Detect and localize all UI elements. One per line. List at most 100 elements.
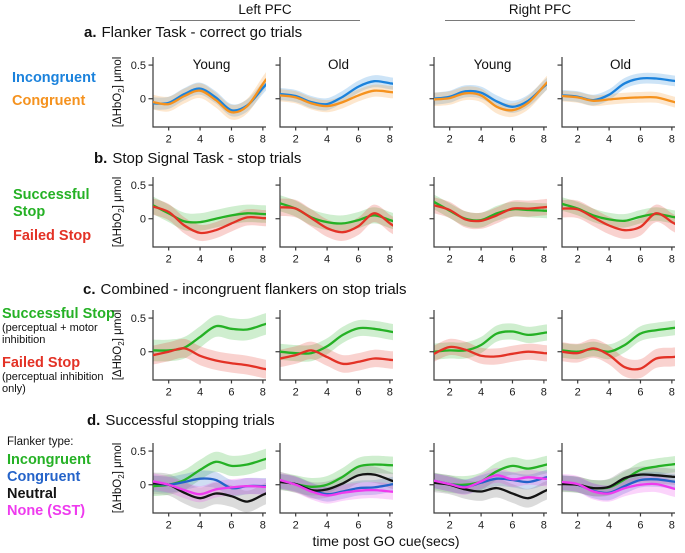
failed-stop-line (153, 205, 266, 235)
age-group-label: Old (610, 57, 631, 72)
x-tick-label: 6 (509, 254, 515, 266)
axes-spines (279, 177, 393, 248)
failed-stop-line (280, 349, 393, 366)
x-tick-label: 4 (606, 387, 612, 399)
chart-panel-b-right-pfc-young: 2 4 6 8 (429, 177, 547, 266)
axes-spines (561, 57, 675, 128)
x-tick-label: 6 (637, 387, 643, 399)
x-tick-label: 8 (260, 134, 266, 146)
chart-panel-b-left-pfc-old: 2 4 6 8 (275, 177, 393, 266)
x-tick-label: 8 (541, 520, 547, 532)
x-tick-label: 8 (669, 254, 675, 266)
chart-panel-c-right-pfc-young: 2 4 6 8 (429, 310, 547, 399)
x-tick-label: 6 (637, 254, 643, 266)
failed-stop-line (434, 204, 547, 223)
x-tick-label: 4 (197, 254, 203, 266)
x-tick-label: 2 (575, 254, 581, 266)
legend-item-flanker-none-sst: None (SST) (7, 503, 86, 519)
failed-stop-line (153, 347, 266, 371)
x-tick-label: 8 (260, 254, 266, 266)
x-tick-label: 8 (669, 387, 675, 399)
row-title-a-text: Flanker Task - correct go trials (101, 24, 303, 41)
legend-header-flanker-type: Flanker type: (7, 436, 74, 448)
age-group-label: Young (474, 57, 512, 72)
x-tick-label: 4 (478, 254, 484, 266)
congruent-line (562, 94, 675, 104)
incongruent-band (434, 77, 547, 113)
x-tick-label: 6 (637, 134, 643, 146)
legend-item-successful-stop: Successful Stop (13, 187, 90, 220)
failed-stop-band (153, 198, 266, 242)
none-sst-line (280, 478, 393, 497)
legend-flanker-type: Flanker type: Incongruent Congruent Neut… (7, 436, 129, 520)
incongruent-line (280, 79, 393, 106)
x-tick-label: 6 (509, 134, 515, 146)
x-tick-label: 2 (166, 520, 172, 532)
chart-panel-c-left-pfc-old: 2 4 6 8 (275, 310, 393, 399)
x-tick-label: 2 (447, 254, 453, 266)
successful-stop-line (434, 330, 547, 353)
x-tick-label: 2 (293, 520, 299, 532)
y-tick-label: 0 (140, 94, 146, 106)
axes-spines (152, 177, 266, 248)
x-tick-label: 8 (541, 387, 547, 399)
row-letter-d: d. (87, 412, 101, 429)
axes-spines (152, 310, 266, 381)
y-tick-label: 0.5 (131, 446, 146, 458)
failed-stop-band (280, 198, 393, 241)
x-tick-label: 2 (575, 387, 581, 399)
x-tick-label: 4 (197, 520, 203, 532)
x-tick-label: 2 (575, 134, 581, 146)
x-tick-label: 4 (606, 520, 612, 532)
right-pfc-header: Right PFC (508, 2, 572, 17)
x-tick-label: 8 (541, 134, 547, 146)
failed-stop-band (280, 341, 393, 373)
legend-item-flanker-neutral: Neutral (7, 486, 57, 502)
failed-stop-line (562, 207, 675, 232)
incongruent-band (153, 78, 266, 117)
row-title-c-text: Combined - incongruent flankers on stop … (100, 281, 407, 298)
x-tick-label: 8 (260, 387, 266, 399)
failed-stop-line (434, 345, 547, 358)
y-tick-label: 0.5 (131, 60, 146, 72)
axes-spines (279, 57, 393, 128)
x-tick-label: 6 (355, 134, 361, 146)
row-title-d: d. Successful stopping trials (87, 412, 275, 429)
congruent-band (280, 474, 393, 502)
chart-panel-d-right-pfc-young: 2 4 6 8 (429, 443, 547, 532)
legend-combined: Successful Stop (perceptual + motor inhi… (2, 307, 128, 405)
axes-spines (561, 310, 675, 381)
legend-item-failed-stop: Failed Stop (13, 228, 92, 244)
legend-note-failed-stop: (perceptual inhibition only) (2, 371, 104, 395)
x-tick-label: 2 (166, 134, 172, 146)
x-tick-label: 8 (260, 520, 266, 532)
x-tick-label: 8 (669, 134, 675, 146)
x-tick-label: 6 (355, 387, 361, 399)
none-sst-line (562, 480, 675, 495)
legend-flanker-task: Incongruent Congruent (12, 70, 134, 116)
x-tick-label: 4 (197, 134, 203, 146)
axes-spines (561, 177, 675, 248)
congruent-band (280, 84, 393, 113)
x-axis-label: time post GO cue(secs) (312, 533, 460, 549)
x-tick-label: 4 (324, 387, 330, 399)
congruent-line (434, 81, 547, 112)
axes-spines (433, 310, 547, 381)
y-axis-label-row-b: [ΔHbO2] μmol (111, 176, 127, 248)
successful-stop-band (280, 195, 393, 232)
neutral-band (434, 473, 547, 508)
x-tick-label: 2 (447, 387, 453, 399)
row-letter-b: b. (94, 150, 108, 167)
axes-spines (279, 310, 393, 381)
none-sst-line (153, 480, 266, 496)
chart-panel-d-left-pfc-young: 2 4 6 8 0.5 0 (131, 443, 266, 532)
chart-panel-b-left-pfc-young: 2 4 6 8 0.5 0 (131, 177, 266, 266)
row-title-b-text: Stop Signal Task - stop trials (112, 150, 302, 167)
x-tick-label: 4 (324, 134, 330, 146)
axes-spines (279, 443, 393, 514)
x-tick-label: 6 (355, 520, 361, 532)
chart-panel-c-right-pfc-old: 2 4 6 8 (557, 310, 675, 399)
y-axis-label-row-d: [ΔHbO2] μmol (111, 442, 127, 514)
failed-stop-line (280, 206, 393, 234)
